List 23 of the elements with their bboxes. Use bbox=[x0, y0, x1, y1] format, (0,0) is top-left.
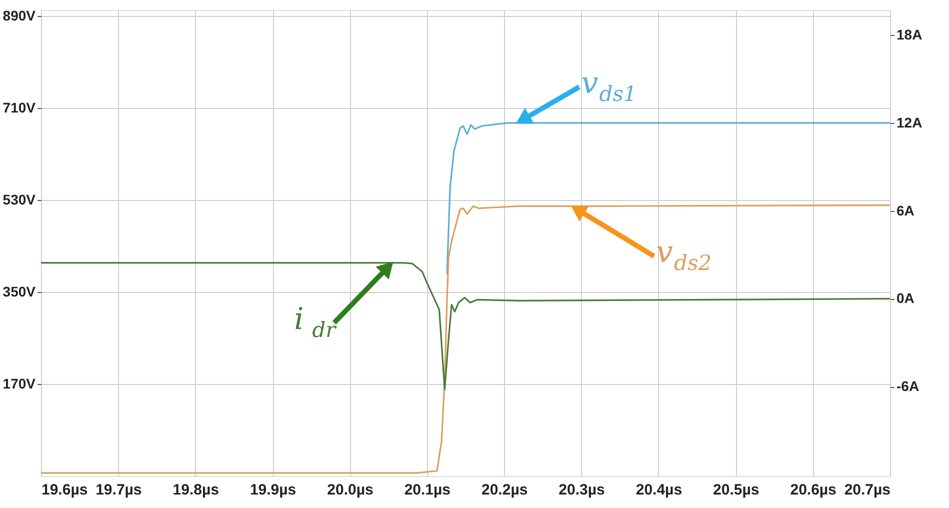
x-tick-label: 19.6µs bbox=[42, 482, 88, 498]
y-tick-label: 350V bbox=[2, 284, 36, 300]
x-tick-label: 19.9µs bbox=[250, 482, 296, 498]
x-tick-label: 20.2µs bbox=[481, 482, 528, 498]
y2-tick-label: 12A bbox=[896, 114, 922, 130]
x-tick-label: 20.5µs bbox=[713, 482, 760, 498]
y2-tick-label: 6A bbox=[896, 202, 914, 218]
x-tick-label: 20.4µs bbox=[636, 482, 682, 498]
y-tick-label: 530V bbox=[2, 192, 36, 208]
x-tick-label: 19.8µs bbox=[172, 482, 219, 498]
x-tick-label: 20.7µs bbox=[844, 482, 890, 498]
y-tick-label: 170V bbox=[2, 376, 36, 392]
x-tick-label: 20.3µs bbox=[558, 482, 605, 498]
y2-tick-label: 0A bbox=[896, 290, 914, 306]
x-tick-label: 20.0µs bbox=[327, 482, 374, 498]
x-tick-label: 20.6µs bbox=[790, 482, 836, 498]
line-series bbox=[41, 204, 890, 474]
y-tick-label: 710V bbox=[2, 100, 36, 116]
y-tick-label: 890V bbox=[2, 8, 36, 24]
x-tick-label: 19.7µs bbox=[96, 482, 142, 498]
y2-tick-label: -6A bbox=[896, 378, 920, 394]
x-tick-label: 20.1µs bbox=[404, 482, 451, 498]
y2-tick-label: 18A bbox=[896, 26, 922, 42]
